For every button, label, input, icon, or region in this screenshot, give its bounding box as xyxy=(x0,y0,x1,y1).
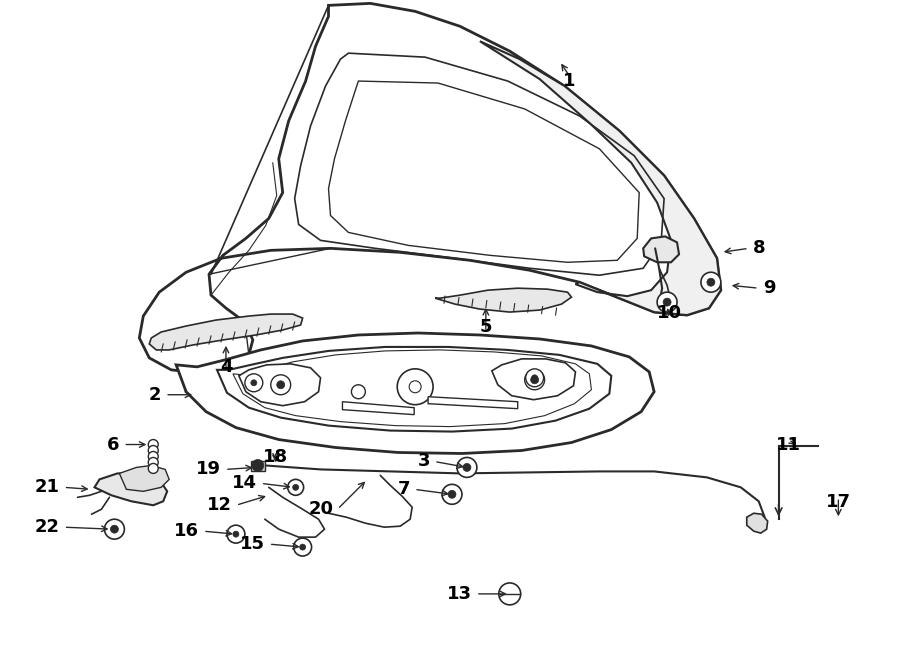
Text: 10: 10 xyxy=(657,304,681,322)
Text: 19: 19 xyxy=(196,460,221,479)
Circle shape xyxy=(276,381,284,389)
Circle shape xyxy=(499,583,521,605)
FancyBboxPatch shape xyxy=(251,461,265,471)
Text: 18: 18 xyxy=(263,448,288,465)
Circle shape xyxy=(148,457,158,467)
Circle shape xyxy=(410,381,421,393)
Circle shape xyxy=(463,463,471,471)
Circle shape xyxy=(293,538,311,556)
Text: 3: 3 xyxy=(418,452,430,471)
Circle shape xyxy=(251,380,256,386)
Circle shape xyxy=(111,525,119,533)
Text: 15: 15 xyxy=(239,535,265,553)
Circle shape xyxy=(148,440,158,449)
Polygon shape xyxy=(120,465,169,491)
Circle shape xyxy=(233,531,238,537)
Text: 7: 7 xyxy=(398,481,410,498)
Polygon shape xyxy=(94,473,167,505)
Text: 11: 11 xyxy=(776,436,801,453)
Text: 12: 12 xyxy=(207,496,232,514)
Circle shape xyxy=(227,525,245,543)
Circle shape xyxy=(397,369,433,404)
Polygon shape xyxy=(343,402,414,414)
Polygon shape xyxy=(644,236,679,262)
Polygon shape xyxy=(149,314,302,350)
Text: 13: 13 xyxy=(447,585,472,603)
Circle shape xyxy=(706,278,715,286)
Circle shape xyxy=(148,446,158,455)
Text: 2: 2 xyxy=(148,386,161,404)
Circle shape xyxy=(457,457,477,477)
Text: 1: 1 xyxy=(563,72,576,90)
Circle shape xyxy=(245,374,263,392)
Circle shape xyxy=(271,375,291,395)
Polygon shape xyxy=(176,333,654,453)
Text: 16: 16 xyxy=(174,522,199,540)
Polygon shape xyxy=(435,288,572,312)
Text: 4: 4 xyxy=(220,358,232,376)
Circle shape xyxy=(148,463,158,473)
Circle shape xyxy=(288,479,303,495)
Text: 22: 22 xyxy=(34,518,59,536)
Circle shape xyxy=(525,370,544,390)
Circle shape xyxy=(104,519,124,539)
Circle shape xyxy=(532,375,537,381)
Circle shape xyxy=(448,491,456,498)
Text: 8: 8 xyxy=(752,240,765,258)
Circle shape xyxy=(442,485,462,504)
Circle shape xyxy=(701,272,721,292)
Polygon shape xyxy=(140,3,721,374)
Circle shape xyxy=(526,369,544,387)
Polygon shape xyxy=(480,41,721,315)
Polygon shape xyxy=(491,359,575,400)
Text: 20: 20 xyxy=(309,500,334,518)
Text: 14: 14 xyxy=(232,475,256,493)
Circle shape xyxy=(252,459,264,471)
Polygon shape xyxy=(238,364,320,406)
Circle shape xyxy=(300,544,306,550)
Text: 21: 21 xyxy=(34,479,59,496)
Circle shape xyxy=(351,385,365,399)
Circle shape xyxy=(663,298,671,306)
Circle shape xyxy=(531,376,538,384)
Text: 17: 17 xyxy=(826,493,850,511)
Circle shape xyxy=(148,451,158,461)
Polygon shape xyxy=(428,397,518,408)
Circle shape xyxy=(292,485,299,491)
Text: 5: 5 xyxy=(480,318,492,336)
Polygon shape xyxy=(747,513,768,533)
Text: 9: 9 xyxy=(762,279,775,297)
Text: 6: 6 xyxy=(107,436,120,453)
Circle shape xyxy=(657,292,677,312)
